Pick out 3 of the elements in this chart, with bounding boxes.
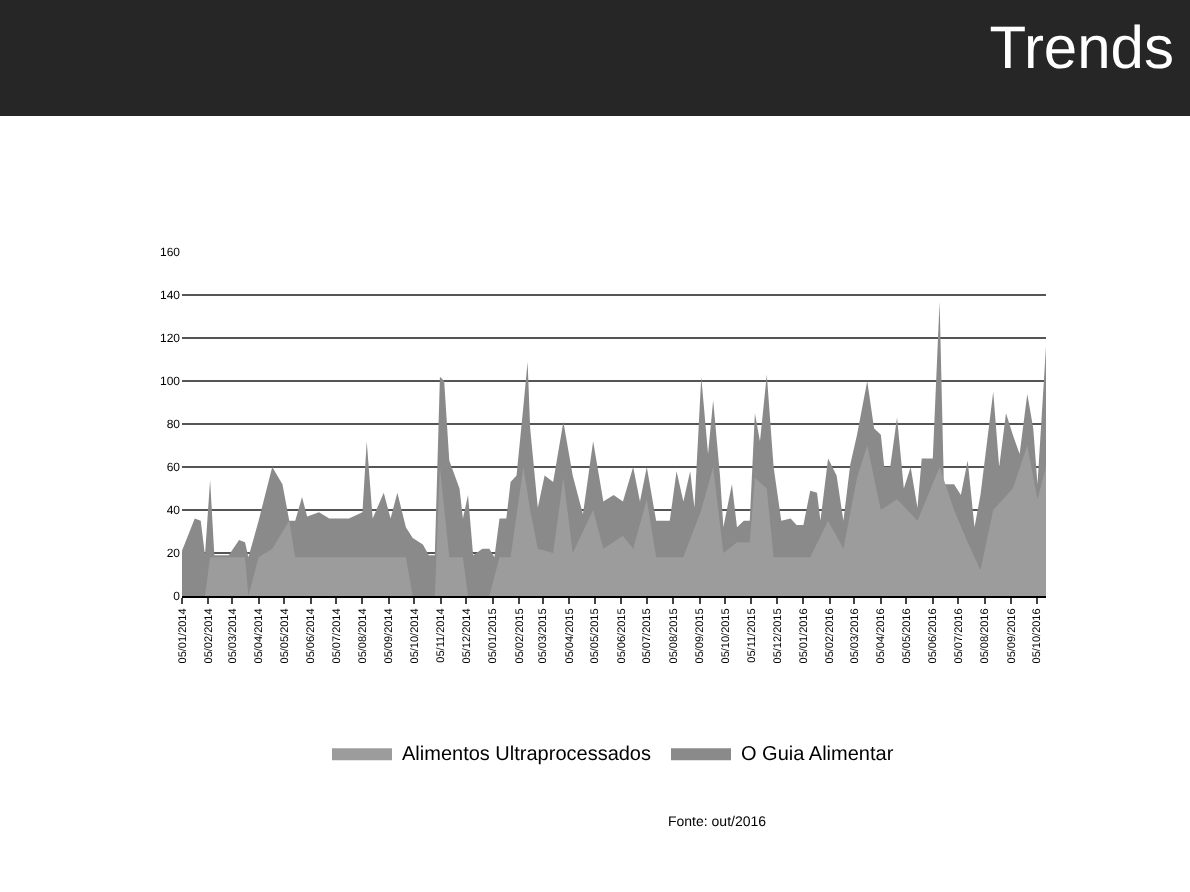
legend-label: Alimentos Ultraprocessados [402, 744, 651, 767]
legend-label: O Guia Alimentar [741, 744, 895, 767]
chart-title: Trends [989, 16, 1174, 84]
